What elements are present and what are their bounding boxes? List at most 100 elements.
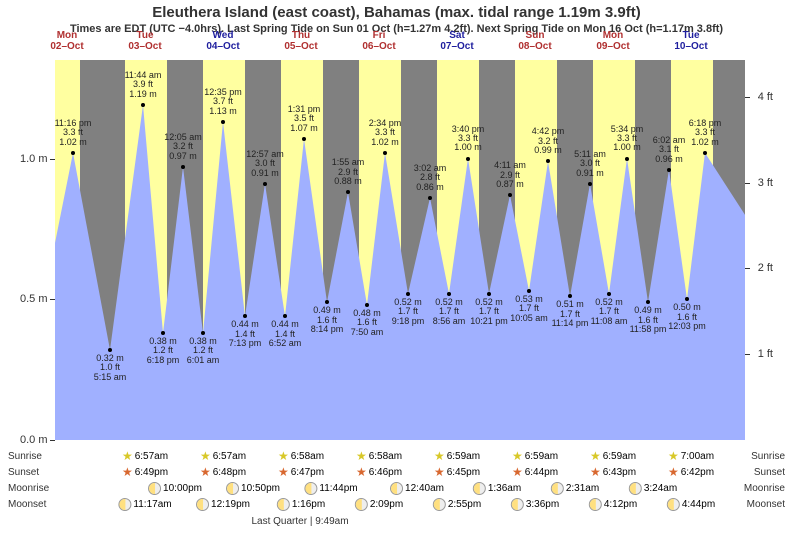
moonrise-item: 12:40am (390, 482, 444, 495)
label-sunrise-right: Sunrise (751, 451, 785, 462)
moonset-item: 2:55pm (433, 498, 481, 511)
moon-icon (551, 482, 564, 495)
y-left-tick: 1.0 m (20, 153, 48, 165)
low-tide-label: 0.32 m1.0 ft5:15 am (94, 354, 127, 382)
moonset-item: 3:36pm (511, 498, 559, 511)
low-tide-label: 0.44 m1.4 ft6:52 am (269, 320, 302, 348)
moonset-item: 2:09pm (355, 498, 403, 511)
label-moonrise-left: Moonrise (8, 483, 49, 494)
moon-icon (433, 498, 446, 511)
sunrise-item: ★6:57am (200, 450, 246, 462)
day-header: Thu05–Oct (284, 30, 317, 52)
moon-icon (390, 482, 403, 495)
high-tide-point (588, 182, 592, 186)
moon-icon (473, 482, 486, 495)
low-tide-point (527, 289, 531, 293)
sunrise-item: ★6:58am (278, 450, 324, 462)
moon-icon (589, 498, 602, 511)
high-tide-point (703, 151, 707, 155)
moonset-item: 1:16pm (277, 498, 325, 511)
high-tide-point (546, 159, 550, 163)
high-tide-point (346, 190, 350, 194)
low-tide-point (685, 297, 689, 301)
low-tide-label: 0.48 m1.6 ft7:50 am (351, 309, 384, 337)
y-right-tick: 1 ft (758, 348, 773, 360)
day-header: Tue03–Oct (128, 30, 161, 52)
low-tide-point (161, 331, 165, 335)
moon-icon (511, 498, 524, 511)
label-moonset-right: Moonset (747, 499, 785, 510)
moon-icon (277, 498, 290, 511)
high-tide-label: 4:11 am2.9 ft0.87 m (494, 161, 526, 189)
star-icon: ★ (200, 450, 211, 462)
low-tide-label: 0.38 m1.2 ft6:01 am (187, 337, 220, 365)
high-tide-label: 5:34 pm3.3 ft1.00 m (611, 125, 644, 153)
low-tide-point (646, 300, 650, 304)
high-tide-point (302, 137, 306, 141)
y-left-tick: 0.0 m (20, 434, 48, 446)
high-tide-label: 5:11 am3.0 ft0.91 m (574, 150, 606, 178)
star-icon: ★ (668, 450, 679, 462)
star-icon: ★ (512, 466, 523, 478)
star-icon: ★ (434, 466, 445, 478)
low-tide-point (447, 292, 451, 296)
day-header: Tue10–Oct (674, 30, 707, 52)
moonset-item: 11:17am (118, 498, 171, 511)
star-icon: ★ (200, 466, 211, 478)
star-icon: ★ (668, 466, 679, 478)
sunset-item: ★6:48pm (200, 466, 246, 478)
tide-chart: Eleuthera Island (east coast), Bahamas (… (0, 0, 793, 539)
sunset-item: ★6:46pm (356, 466, 402, 478)
high-tide-label: 12:05 am3.2 ft0.97 m (164, 133, 202, 161)
low-tide-point (283, 314, 287, 318)
star-icon: ★ (356, 450, 367, 462)
sunrise-item: ★6:59am (512, 450, 558, 462)
high-tide-label: 1:31 pm3.5 ft1.07 m (288, 105, 321, 133)
label-sunset-left: Sunset (8, 467, 39, 478)
moon-icon (118, 498, 131, 511)
low-tide-point (487, 292, 491, 296)
high-tide-label: 1:55 am2.9 ft0.88 m (332, 158, 365, 186)
sunrise-item: ★6:59am (434, 450, 480, 462)
moon-icon (226, 482, 239, 495)
star-icon: ★ (590, 466, 601, 478)
day-header: Sun08–Oct (518, 30, 551, 52)
moon-icon (304, 482, 317, 495)
high-tide-point (383, 151, 387, 155)
sunset-item: ★6:44pm (512, 466, 558, 478)
day-header: Mon02–Oct (50, 30, 83, 52)
high-tide-label: 2:34 pm3.3 ft1.02 m (369, 119, 402, 147)
sunrise-item: ★6:58am (356, 450, 402, 462)
low-tide-point (365, 303, 369, 307)
high-tide-label: 6:18 pm3.3 ft1.02 m (689, 119, 722, 147)
low-tide-label: 0.53 m1.7 ft10:05 am (510, 295, 548, 323)
high-tide-point (466, 157, 470, 161)
sunset-item: ★6:45pm (434, 466, 480, 478)
low-tide-point (201, 331, 205, 335)
label-moonset-left: Moonset (8, 499, 46, 510)
star-icon: ★ (434, 450, 445, 462)
chart-title: Eleuthera Island (east coast), Bahamas (… (0, 0, 793, 21)
sunset-item: ★6:43pm (590, 466, 636, 478)
high-tide-point (263, 182, 267, 186)
low-tide-label: 0.52 m1.7 ft10:21 pm (470, 298, 508, 326)
high-tide-label: 11:16 pm3.3 ft1.02 m (55, 119, 91, 147)
star-icon: ★ (278, 450, 289, 462)
moon-icon (667, 498, 680, 511)
y-right-tick: 3 ft (758, 177, 773, 189)
sunrise-item: ★6:59am (590, 450, 636, 462)
y-left-tick: 0.5 m (20, 293, 48, 305)
high-tide-label: 3:02 am2.8 ft0.86 m (414, 164, 447, 192)
moon-icon (629, 482, 642, 495)
high-tide-point (508, 193, 512, 197)
sunrise-item: ★7:00am (668, 450, 714, 462)
low-tide-point (406, 292, 410, 296)
low-tide-label: 0.52 m1.7 ft9:18 pm (392, 298, 425, 326)
low-tide-label: 0.52 m1.7 ft11:08 am (591, 298, 628, 326)
high-tide-point (221, 120, 225, 124)
high-tide-point (625, 157, 629, 161)
moonrise-item: 10:50pm (226, 482, 280, 495)
star-icon: ★ (590, 450, 601, 462)
moonrise-item: 11:44pm (304, 482, 357, 495)
last-quarter-label: Last Quarter | 9:49am (251, 516, 348, 527)
